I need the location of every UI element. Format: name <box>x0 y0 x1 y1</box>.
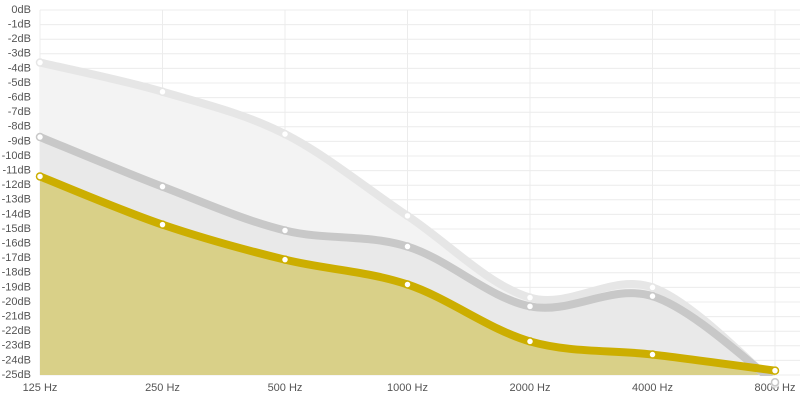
point <box>648 283 657 292</box>
point <box>403 211 412 221</box>
point <box>525 337 535 346</box>
area <box>40 176 775 375</box>
x-tick-label: 500 Hz <box>268 382 303 394</box>
y-tick-label: -22dB <box>2 325 31 337</box>
point <box>770 366 780 375</box>
y-tick-label: -18dB <box>2 267 31 279</box>
y-tick-label: -19dB <box>2 281 31 293</box>
point <box>648 350 657 359</box>
point <box>770 378 780 387</box>
y-tick-label: -3dB <box>8 48 31 60</box>
y-tick-label: -24dB <box>2 354 31 366</box>
x-tick-label: 125 Hz <box>23 382 58 394</box>
y-tick-label: -1dB <box>8 19 31 31</box>
y-tick-label: -6dB <box>8 92 31 104</box>
y-tick-label: -15dB <box>2 223 31 235</box>
point <box>35 132 45 142</box>
y-tick-label: -21dB <box>2 311 31 323</box>
y-tick-label: -25dB <box>2 369 31 381</box>
point <box>403 242 412 251</box>
x-tick-label: 2000 Hz <box>510 382 551 394</box>
y-tick-label: -11dB <box>2 165 31 177</box>
point <box>158 87 167 97</box>
y-tick-label: -4dB <box>8 62 31 74</box>
y-tick-label: -10dB <box>2 150 31 162</box>
point <box>35 58 45 67</box>
y-tick-label: 0dB <box>11 4 31 16</box>
y-tick-label: -2dB <box>8 33 31 45</box>
point <box>280 255 290 264</box>
point <box>525 293 535 302</box>
point <box>525 302 535 311</box>
y-tick-label: -9dB <box>8 135 31 147</box>
x-tick-label: 1000 Hz <box>387 382 428 394</box>
point <box>280 129 290 139</box>
y-tick-label: -12dB <box>2 179 31 191</box>
point <box>648 291 657 301</box>
y-tick-label: -17dB <box>2 252 31 264</box>
point <box>35 172 45 181</box>
y-tick-label: -8dB <box>8 121 31 133</box>
y-tick-label: -5dB <box>8 77 31 89</box>
y-tick-label: -14dB <box>2 208 31 220</box>
y-tick-label: -13dB <box>2 194 31 206</box>
point <box>403 280 412 289</box>
y-tick-label: -7dB <box>8 106 31 118</box>
x-tick-label: 250 Hz <box>145 382 180 394</box>
y-tick-label: -23dB <box>2 340 31 352</box>
point <box>280 226 290 235</box>
x-tick-label: 4000 Hz <box>632 382 673 394</box>
point <box>158 182 167 191</box>
y-tick-label: -16dB <box>2 238 31 250</box>
y-tick-label: -20dB <box>2 296 31 308</box>
point <box>158 220 167 229</box>
